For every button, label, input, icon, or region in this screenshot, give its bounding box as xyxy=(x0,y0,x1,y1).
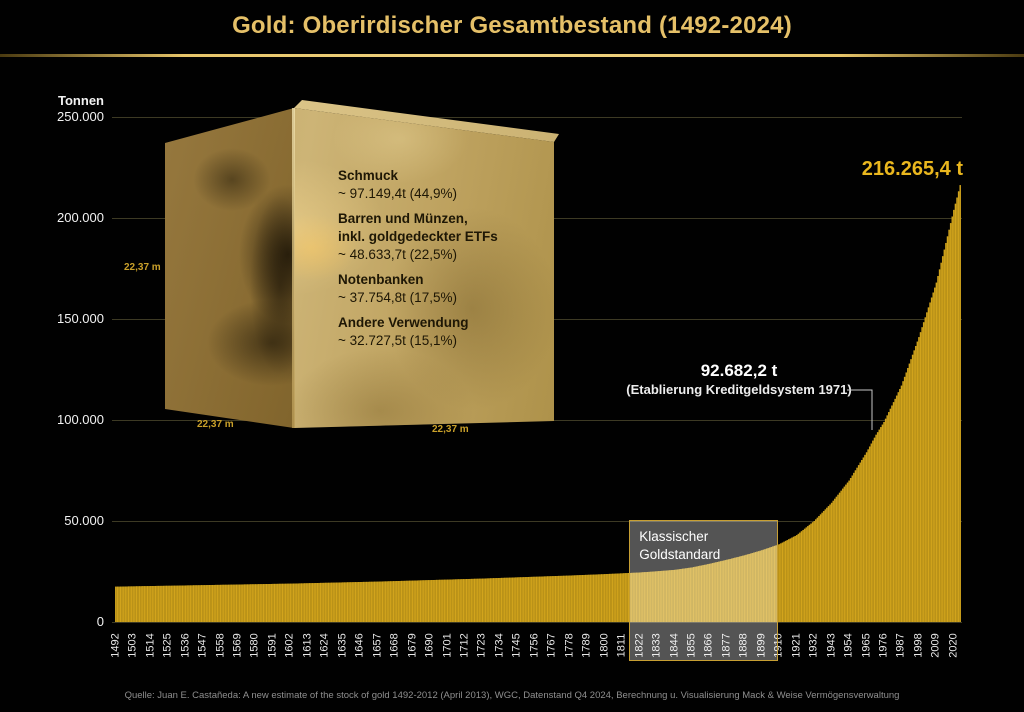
x-tick-label: 1635 xyxy=(336,633,349,658)
x-tick-label: 1503 xyxy=(126,633,139,658)
gridline xyxy=(112,622,962,623)
cube-edge-label-left: 22,37 m xyxy=(124,262,161,273)
x-tick-label: 1569 xyxy=(231,633,244,658)
x-tick-label: 1723 xyxy=(475,633,488,658)
x-tick-label: 2009 xyxy=(929,633,942,658)
composition-label: Schmuck xyxy=(338,168,399,183)
x-tick-label: 1679 xyxy=(406,633,419,658)
composition-label: Notenbanken xyxy=(338,272,424,287)
x-tick-label: 1525 xyxy=(161,633,174,658)
composition-value: ~ 97.149,4t (44,9%) xyxy=(338,186,457,201)
x-tick-label: 1800 xyxy=(598,633,611,658)
x-tick-label: 1492 xyxy=(109,633,122,658)
y-tick-label: 100.000 xyxy=(57,412,104,427)
y-tick-label: 50.000 xyxy=(64,513,104,528)
x-tick-label: 1811 xyxy=(615,633,628,658)
page-title: Gold: Oberirdischer Gesamtbestand (1492-… xyxy=(232,12,792,39)
composition-label: Barren und Münzen, xyxy=(338,211,468,226)
gold-composition-item: Schmuck ~ 97.149,4t (44,9%) xyxy=(338,167,553,203)
x-tick-label: 1624 xyxy=(318,633,331,658)
title-divider xyxy=(0,54,1024,57)
composition-label: inkl. goldgedeckter ETFs xyxy=(338,229,498,244)
x-tick-label: 1976 xyxy=(877,633,890,658)
y-tick-label: 0 xyxy=(96,614,104,629)
x-tick-label: 1712 xyxy=(458,633,471,658)
x-tick-label: 1591 xyxy=(266,633,279,658)
gold-standard-label-line2: Goldstandard xyxy=(639,547,721,562)
cube-front-edge-highlight xyxy=(292,108,295,428)
y-tick-label: 250.000 xyxy=(57,109,104,124)
gold-standard-highlight-box: Klassischer Goldstandard xyxy=(629,520,779,661)
x-tick-label: 1767 xyxy=(545,633,558,658)
kreditgeld-subtext: (Etablierung Kreditgeldsystem 1971) xyxy=(626,382,852,397)
gold-cube-illustration xyxy=(160,98,560,438)
x-tick-label: 1668 xyxy=(388,633,401,658)
x-tick-label: 1756 xyxy=(528,633,541,658)
gold-composition-item: Andere Verwendung ~ 32.727,5t (15,1%) xyxy=(338,314,553,350)
x-tick-label: 1701 xyxy=(441,633,454,658)
x-tick-label: 1932 xyxy=(807,633,820,658)
gridline xyxy=(112,521,962,522)
peak-value-label: 216.265,4 t xyxy=(861,158,963,180)
x-tick-label: 1943 xyxy=(825,633,838,658)
source-attribution: Quelle: Juan E. Castañeda: A new estimat… xyxy=(124,690,900,701)
composition-value: ~ 32.727,5t (15,1%) xyxy=(338,333,457,348)
cube-left-face xyxy=(165,108,294,428)
x-tick-label: 1690 xyxy=(423,633,436,658)
composition-value: ~ 37.754,8t (17,5%) xyxy=(338,290,457,305)
cube-edge-label-bottom-left: 22,37 m xyxy=(197,419,234,430)
cube-right-face xyxy=(294,108,554,428)
y-tick-label: 150.000 xyxy=(57,311,104,326)
x-tick-label: 1987 xyxy=(894,633,907,658)
composition-value: ~ 48.633,7t (22,5%) xyxy=(338,247,457,262)
cube-edge-label-bottom-right: 22,37 m xyxy=(432,424,469,435)
x-tick-label: 1921 xyxy=(790,633,803,658)
gold-composition-item: Notenbanken ~ 37.754,8t (17,5%) xyxy=(338,271,553,307)
y-tick-label: 200.000 xyxy=(57,210,104,225)
x-tick-label: 1998 xyxy=(912,633,925,658)
x-tick-label: 1745 xyxy=(510,633,523,658)
x-tick-label: 1734 xyxy=(493,633,506,658)
composition-label: Andere Verwendung xyxy=(338,315,469,330)
gold-composition-item: Barren und Münzen, inkl. goldgedeckter ET… xyxy=(338,210,553,264)
gridline xyxy=(112,117,962,118)
x-tick-label: 1580 xyxy=(248,633,261,658)
x-tick-label: 1646 xyxy=(353,633,366,658)
x-tick-label: 1965 xyxy=(860,633,873,658)
x-tick-label: 1536 xyxy=(179,633,192,658)
x-tick-label: 1954 xyxy=(842,633,855,658)
y-axis-unit-label: Tonnen xyxy=(58,93,104,108)
x-tick-label: 1547 xyxy=(196,633,209,658)
kreditgeld-value: 92.682,2 t xyxy=(700,361,778,380)
x-tick-label: 1657 xyxy=(371,633,384,658)
x-tick-label: 1514 xyxy=(144,633,157,658)
kreditgeld-callout: 92.682,2 t (Etablierung Kreditgeldsystem… xyxy=(614,360,864,398)
gold-standard-label-line1: Klassischer xyxy=(639,529,709,544)
x-tick-label: 1778 xyxy=(563,633,576,658)
gold-composition-list: Schmuck ~ 97.149,4t (44,9%) Barren und Mün… xyxy=(338,167,553,357)
x-tick-label: 1602 xyxy=(283,633,296,658)
x-tick-label: 2020 xyxy=(947,633,960,658)
x-tick-label: 1558 xyxy=(214,633,227,658)
x-tick-label: 1789 xyxy=(580,633,593,658)
x-tick-label: 1613 xyxy=(301,633,314,658)
